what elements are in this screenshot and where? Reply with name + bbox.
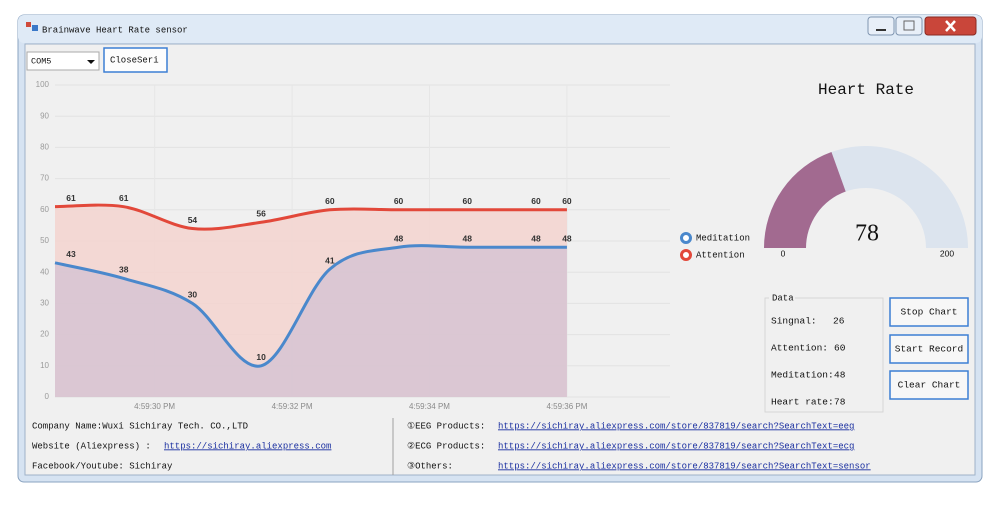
y-tick-label: 10 [40, 361, 49, 370]
y-tick-label: 60 [40, 205, 49, 214]
data-label: Meditation: [771, 370, 834, 381]
close-serial-button[interactable] [103, 47, 168, 73]
data-label: 48 [562, 233, 572, 243]
title-bar [18, 15, 982, 43]
footer-link[interactable]: https://sichiray.aliexpress.com/store/83… [498, 441, 854, 451]
footer-link[interactable]: https://sichiray.aliexpress.com/store/83… [498, 461, 871, 471]
data-value: 48 [834, 370, 846, 381]
legend-label: Attention [696, 250, 745, 260]
line [54, 203, 567, 231]
data-group [764, 297, 884, 413]
legend-label: Meditation [696, 233, 750, 243]
data-label: Heart rate: [771, 397, 834, 408]
data-label: 38 [119, 265, 129, 275]
data-label: Attention: [771, 343, 828, 354]
y-tick-label: 30 [40, 299, 49, 308]
gauge-tick-label: 200 [940, 248, 954, 258]
footer-text: Company Name:Wuxi Sichiray Tech. CO.,LTD [32, 421, 248, 431]
y-tick-label: 80 [40, 143, 49, 152]
line [54, 244, 567, 368]
button-label: Stop Chart [900, 307, 957, 318]
data-label: 61 [119, 193, 129, 203]
data-label: 10 [256, 352, 266, 362]
data-label: 30 [188, 290, 198, 300]
window-title: Brainwave Heart Rate sensor [42, 25, 188, 35]
footer-link[interactable]: https://sichiray.aliexpress.com [164, 441, 331, 451]
button-label: Clear Chart [898, 380, 961, 391]
data-label: 60 [531, 196, 541, 206]
data-label: Singnal: [771, 316, 817, 327]
footer-text: ①EEG Products: [407, 421, 485, 431]
maximize-icon [903, 20, 915, 31]
data-label: 54 [188, 215, 198, 225]
x-tick-label: 4:59:34 PM [409, 402, 450, 411]
stop-chart-button[interactable] [889, 297, 969, 327]
footer-text: ②ECG Products: [407, 441, 485, 451]
footer-link[interactable]: https://sichiray.aliexpress.com/store/83… [498, 421, 854, 431]
area [55, 245, 567, 397]
button-label: CloseSeri [110, 55, 159, 65]
data-label: 60 [394, 196, 404, 206]
y-tick-label: 50 [40, 236, 49, 245]
x-tick-label: 4:59:32 PM [272, 402, 313, 411]
data-label: 60 [325, 196, 335, 206]
data-label: 60 [562, 196, 572, 206]
x-tick-label: 4:59:36 PM [546, 402, 587, 411]
data-label: 41 [325, 255, 335, 265]
gauge-value [764, 152, 846, 248]
start-record-button[interactable] [889, 334, 969, 364]
button-label: Start Record [895, 344, 963, 355]
app-icon [26, 22, 31, 27]
data-value: 60 [834, 343, 846, 354]
y-tick-label: 20 [40, 330, 49, 339]
maximize-button[interactable] [895, 16, 923, 36]
gauge-title: Heart Rate [818, 81, 914, 99]
footer-text: Facebook/Youtube: Sichiray [32, 461, 173, 471]
footer-text: ③Others: [407, 461, 453, 471]
data-label: 56 [256, 209, 266, 219]
combo-arrow [87, 60, 95, 64]
data-label: 48 [463, 233, 473, 243]
legend-swatch [680, 232, 692, 244]
footer-text: Website (Aliexpress) : [32, 441, 151, 451]
close-icon [945, 20, 956, 32]
y-tick-label: 70 [40, 174, 49, 183]
data-label: 48 [394, 233, 404, 243]
gauge-value-label: 78 [855, 221, 879, 247]
data-label: 60 [463, 196, 473, 206]
group-title: Data [772, 293, 794, 303]
port-combo[interactable] [26, 51, 100, 71]
app-icon [32, 25, 38, 31]
data-label: 43 [66, 249, 76, 259]
data-value: 26 [833, 316, 845, 327]
data-label: 61 [66, 193, 76, 203]
y-tick-label: 40 [40, 267, 49, 276]
minimize-button[interactable] [867, 16, 895, 36]
group-title-bg [769, 292, 795, 304]
gauge-tick-label: 0 [781, 248, 786, 258]
clear-chart-button[interactable] [889, 370, 969, 400]
data-label: 48 [531, 233, 541, 243]
port-value: COM5 [31, 56, 51, 66]
y-tick-label: 90 [40, 111, 49, 120]
data-value: 78 [834, 397, 846, 408]
y-tick-label: 100 [36, 80, 50, 89]
y-tick-label: 0 [45, 392, 50, 401]
legend-swatch [680, 249, 692, 261]
x-tick-label: 4:59:30 PM [134, 402, 175, 411]
